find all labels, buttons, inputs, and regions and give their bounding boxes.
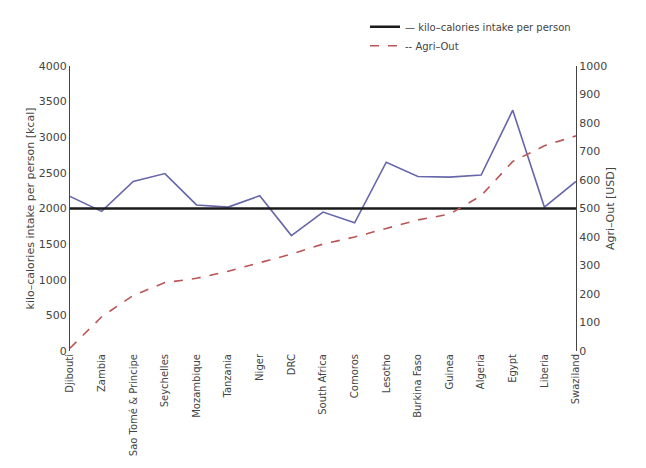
svg-text:800: 800 [579,117,600,130]
svg-text:700: 700 [579,145,600,158]
svg-text:Djibouti: Djibouti [64,354,75,393]
svg-text:100: 100 [579,316,600,329]
svg-text:Burkina Faso: Burkina Faso [412,354,423,418]
svg-text:DRC: DRC [286,354,297,375]
svg-text:-- Agri–Out: -- Agri–Out [405,41,459,52]
svg-text:Mozambique: Mozambique [191,354,202,418]
svg-text:Egypt: Egypt [507,354,518,383]
svg-text:Sao Tomé & Principe: Sao Tomé & Principe [128,354,139,456]
svg-text:— kilo–calories intake per per: — kilo–calories intake per person [405,22,571,33]
svg-text:Comoros: Comoros [349,354,360,398]
svg-text:Lesotho: Lesotho [381,354,392,393]
svg-text:2500: 2500 [39,167,67,180]
svg-text:Agri–Out [USD]: Agri–Out [USD] [604,167,617,250]
svg-text:Seychelles: Seychelles [159,354,170,407]
svg-text:3500: 3500 [39,95,67,108]
svg-text:300: 300 [579,259,600,272]
svg-text:Liberia: Liberia [539,354,550,388]
svg-text:200: 200 [579,288,600,301]
svg-text:3000: 3000 [39,131,67,144]
svg-text:900: 900 [579,88,600,101]
svg-text:Algeria: Algeria [475,354,486,389]
svg-text:kilo–calories intake per perso: kilo–calories intake per person [kcal] [24,108,37,310]
svg-text:South Africa: South Africa [317,354,328,415]
svg-text:400: 400 [579,231,600,244]
svg-text:1500: 1500 [39,238,67,251]
svg-text:2000: 2000 [39,202,67,215]
svg-text:500: 500 [46,309,67,322]
svg-text:Zambia: Zambia [96,354,107,392]
svg-text:4000: 4000 [39,60,67,73]
svg-text:Niger: Niger [254,353,265,381]
svg-text:500: 500 [579,202,600,215]
svg-text:Swaziland: Swaziland [570,354,581,404]
svg-text:Guinea: Guinea [444,354,455,389]
svg-text:0: 0 [579,345,586,358]
svg-text:Tanzania: Tanzania [222,354,233,399]
svg-text:1000: 1000 [579,60,607,73]
svg-text:0: 0 [60,345,67,358]
svg-text:600: 600 [579,174,600,187]
svg-text:1000: 1000 [39,274,67,287]
